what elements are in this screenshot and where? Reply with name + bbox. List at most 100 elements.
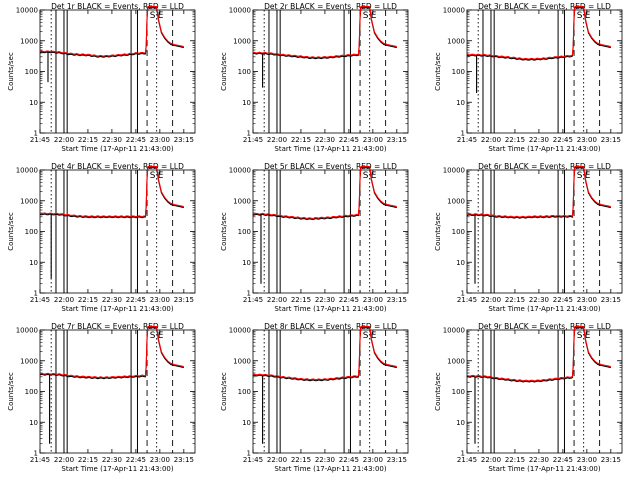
lld-series bbox=[466, 325, 611, 382]
events-series bbox=[252, 167, 397, 284]
y-tick-label: 1000 bbox=[20, 197, 38, 205]
events-series bbox=[39, 327, 184, 444]
panel-title: Det 4r BLACK = Events, RED = LLD bbox=[51, 162, 184, 171]
x-axis-label: Start Time (17-Apr-11 21:43:00) bbox=[488, 145, 600, 153]
x-tick-label: 23:15 bbox=[601, 136, 621, 144]
x-tick-label: 22:30 bbox=[529, 136, 549, 144]
y-tick-label: 1 bbox=[247, 450, 251, 458]
x-tick-label: 22:00 bbox=[481, 296, 501, 304]
y-tick-label: 1 bbox=[34, 130, 38, 138]
x-axis-label: Start Time (17-Apr-11 21:43:00) bbox=[488, 305, 600, 313]
y-tick-label: 1000 bbox=[233, 357, 251, 365]
x-tick-label: 22:30 bbox=[315, 456, 335, 464]
x-tick-label: 23:15 bbox=[387, 136, 407, 144]
y-axis-label: Counts/sec bbox=[220, 212, 228, 251]
x-axis-label: Start Time (17-Apr-11 21:43:00) bbox=[61, 465, 173, 473]
chart-panel-4: Det 4r BLACK = Events, RED = LLD 1 10 100 10… bbox=[7, 162, 196, 313]
x-tick-label: 22:30 bbox=[102, 136, 122, 144]
chart-panel-1: Det 1r BLACK = Events, RED = LLD 1 10 100 10… bbox=[7, 2, 196, 153]
x-tick-label: 22:45 bbox=[339, 456, 359, 464]
x-tick-label: 21:45 bbox=[457, 296, 477, 304]
plot-frame bbox=[252, 329, 409, 454]
x-axis-label: Start Time (17-Apr-11 21:43:00) bbox=[274, 145, 386, 153]
x-tick-label: 22:45 bbox=[553, 456, 573, 464]
x-tick-label: 22:15 bbox=[78, 296, 98, 304]
x-tick-label: 22:15 bbox=[505, 136, 525, 144]
y-axis-label: Counts/sec bbox=[220, 52, 228, 91]
x-axis-label: Start Time (17-Apr-11 21:43:00) bbox=[488, 465, 600, 473]
x-tick-label: 22:30 bbox=[529, 296, 549, 304]
start-marker: S bbox=[150, 11, 156, 21]
y-tick-label: 10000 bbox=[229, 167, 251, 175]
y-tick-label: 1000 bbox=[447, 197, 465, 205]
start-marker: S bbox=[577, 171, 583, 181]
x-tick-label: 22:15 bbox=[505, 296, 525, 304]
plot-frame bbox=[466, 9, 623, 134]
x-tick-label: 22:30 bbox=[315, 136, 335, 144]
y-tick-label: 100 bbox=[452, 388, 465, 396]
start-marker: S bbox=[577, 331, 583, 341]
x-tick-label: 22:00 bbox=[54, 456, 74, 464]
events-series bbox=[39, 7, 184, 83]
x-tick-label: 23:00 bbox=[150, 136, 170, 144]
y-tick-label: 10 bbox=[29, 419, 38, 427]
y-tick-label: 1 bbox=[461, 290, 465, 298]
x-tick-label: 23:15 bbox=[174, 136, 194, 144]
panel-title: Det 8r BLACK = Events, RED = LLD bbox=[264, 322, 397, 331]
y-axis-label: Counts/sec bbox=[7, 212, 15, 251]
y-tick-label: 100 bbox=[25, 68, 38, 76]
x-tick-label: 22:15 bbox=[78, 456, 98, 464]
end-marker: E bbox=[371, 171, 377, 181]
y-tick-label: 10 bbox=[242, 419, 251, 427]
x-tick-label: 23:00 bbox=[363, 136, 383, 144]
panel-title: Det 7r BLACK = Events, RED = LLD bbox=[51, 322, 184, 331]
end-marker: E bbox=[585, 171, 591, 181]
y-tick-label: 1 bbox=[461, 450, 465, 458]
y-tick-label: 1000 bbox=[447, 37, 465, 45]
x-tick-label: 22:45 bbox=[339, 136, 359, 144]
y-tick-label: 10 bbox=[456, 99, 465, 107]
x-tick-label: 22:45 bbox=[339, 296, 359, 304]
y-tick-label: 10000 bbox=[16, 7, 38, 15]
end-marker: E bbox=[158, 171, 164, 181]
x-tick-label: 22:15 bbox=[291, 136, 311, 144]
x-tick-label: 22:15 bbox=[291, 296, 311, 304]
end-marker: E bbox=[585, 331, 591, 341]
y-tick-label: 1000 bbox=[233, 197, 251, 205]
x-tick-label: 22:30 bbox=[102, 296, 122, 304]
x-tick-label: 21:45 bbox=[243, 296, 263, 304]
y-tick-label: 10000 bbox=[443, 167, 465, 175]
x-tick-label: 23:00 bbox=[363, 456, 383, 464]
y-tick-label: 1000 bbox=[20, 357, 38, 365]
y-tick-label: 100 bbox=[238, 68, 251, 76]
lld-series bbox=[39, 325, 184, 379]
x-tick-label: 23:00 bbox=[150, 296, 170, 304]
x-tick-label: 22:30 bbox=[315, 296, 335, 304]
y-tick-label: 1 bbox=[34, 450, 38, 458]
panel-title: Det 6r BLACK = Events, RED = LLD bbox=[478, 162, 611, 171]
y-tick-label: 1 bbox=[247, 290, 251, 298]
start-marker: S bbox=[150, 171, 156, 181]
x-tick-label: 22:45 bbox=[126, 296, 146, 304]
y-tick-label: 10000 bbox=[16, 327, 38, 335]
lld-series bbox=[252, 5, 397, 59]
chart-panel-9: Det 9r BLACK = Events, RED = LLD 1 10 100 10… bbox=[434, 322, 623, 473]
start-marker: S bbox=[577, 11, 583, 21]
x-tick-label: 23:15 bbox=[601, 296, 621, 304]
y-tick-label: 100 bbox=[25, 228, 38, 236]
events-series bbox=[252, 7, 397, 88]
x-axis-label: Start Time (17-Apr-11 21:43:00) bbox=[61, 305, 173, 313]
y-axis-label: Counts/sec bbox=[7, 52, 15, 91]
chart-panel-5: Det 5r BLACK = Events, RED = LLD 1 10 100 10… bbox=[220, 162, 409, 313]
x-tick-label: 23:15 bbox=[387, 456, 407, 464]
start-marker: S bbox=[363, 331, 369, 341]
x-tick-label: 22:15 bbox=[291, 456, 311, 464]
panel-title: Det 2r BLACK = Events, RED = LLD bbox=[264, 2, 397, 11]
end-marker: E bbox=[371, 11, 377, 21]
x-tick-label: 22:45 bbox=[126, 456, 146, 464]
x-tick-label: 23:00 bbox=[363, 296, 383, 304]
start-marker: S bbox=[150, 331, 156, 341]
y-tick-label: 1 bbox=[247, 130, 251, 138]
start-marker: S bbox=[363, 171, 369, 181]
y-tick-label: 10 bbox=[456, 259, 465, 267]
